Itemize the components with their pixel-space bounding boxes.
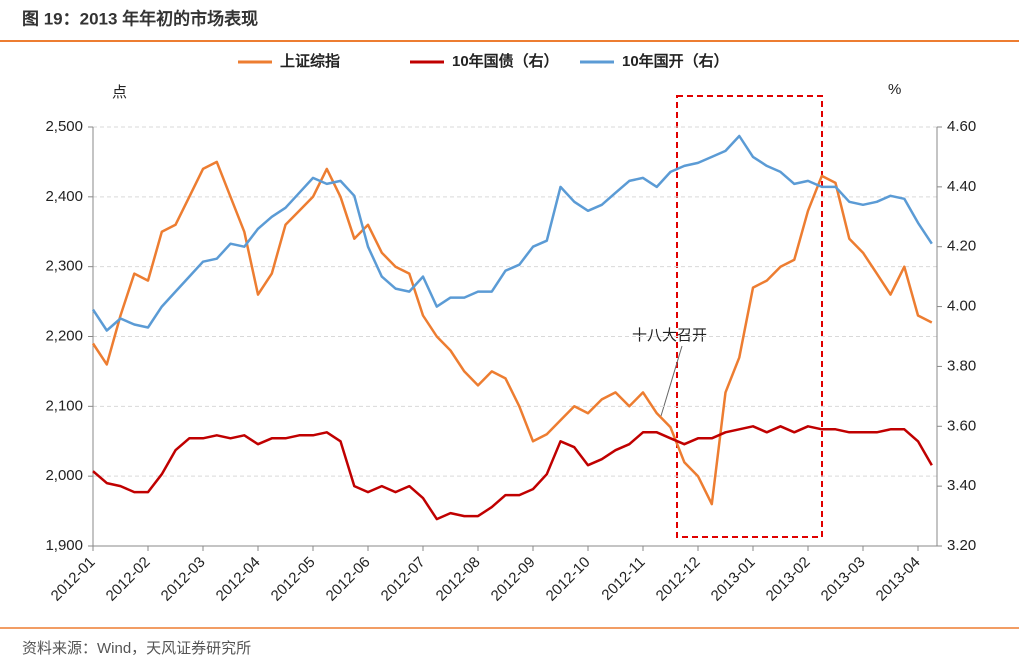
annotation-pointer bbox=[660, 345, 683, 417]
y2-tick-label: 3.40 bbox=[947, 477, 976, 494]
x-tick-label: 2012-03 bbox=[158, 554, 209, 605]
x-tick-label: 2012-10 bbox=[543, 554, 594, 605]
x-tick-label: 2012-09 bbox=[488, 554, 539, 605]
y2-tick-label: 3.60 bbox=[947, 417, 976, 434]
y-axis-label: 点 bbox=[112, 84, 127, 101]
y-tick-label: 2,300 bbox=[45, 258, 83, 275]
series-line bbox=[92, 425, 933, 521]
x-tick-label: 2013-01 bbox=[708, 554, 759, 605]
legend-label: 上证综指 bbox=[280, 52, 340, 70]
y-tick-label: 2,000 bbox=[45, 467, 83, 484]
x-tick-label: 2012-12 bbox=[653, 554, 704, 605]
x-tick-label: 2013-02 bbox=[763, 554, 814, 605]
y2-tick-label: 4.00 bbox=[947, 298, 976, 315]
y2-tick-label: 3.80 bbox=[947, 357, 976, 374]
y2-axis-label: % bbox=[888, 81, 901, 98]
x-tick-label: 2013-04 bbox=[873, 554, 924, 605]
y2-tick-label: 3.20 bbox=[947, 537, 976, 554]
x-tick-label: 2012-06 bbox=[323, 554, 374, 605]
chart-title: 图 19：2013 年年初的市场表现 bbox=[22, 8, 258, 28]
y-tick-label: 2,500 bbox=[45, 118, 83, 135]
x-tick-label: 2012-07 bbox=[378, 554, 429, 605]
annotation: 十八大召开 bbox=[632, 327, 707, 344]
x-tick-label: 2012-05 bbox=[268, 554, 319, 605]
series-line bbox=[91, 134, 933, 332]
series-line bbox=[91, 160, 933, 506]
source: 资料来源：Wind，天风证券研究所 bbox=[22, 640, 251, 657]
x-tick-label: 2012-11 bbox=[598, 554, 648, 604]
x-tick-label: 2012-02 bbox=[103, 554, 154, 605]
y-tick-label: 2,100 bbox=[45, 397, 83, 414]
y2-tick-label: 4.60 bbox=[947, 118, 976, 135]
y-tick-label: 2,200 bbox=[45, 327, 83, 344]
x-tick-label: 2012-08 bbox=[433, 554, 484, 605]
y-tick-label: 1,900 bbox=[45, 537, 83, 554]
y2-tick-label: 4.20 bbox=[947, 238, 976, 255]
x-tick-label: 2012-01 bbox=[48, 554, 99, 605]
y2-tick-label: 4.40 bbox=[947, 178, 976, 195]
x-tick-label: 2012-04 bbox=[213, 554, 264, 605]
y-tick-label: 2,400 bbox=[45, 188, 83, 205]
x-tick-label: 2013-03 bbox=[818, 554, 869, 605]
legend-label: 10年国债（右） bbox=[452, 52, 559, 70]
legend-label: 10年国开（右） bbox=[622, 52, 729, 70]
highlight-box bbox=[676, 95, 823, 538]
